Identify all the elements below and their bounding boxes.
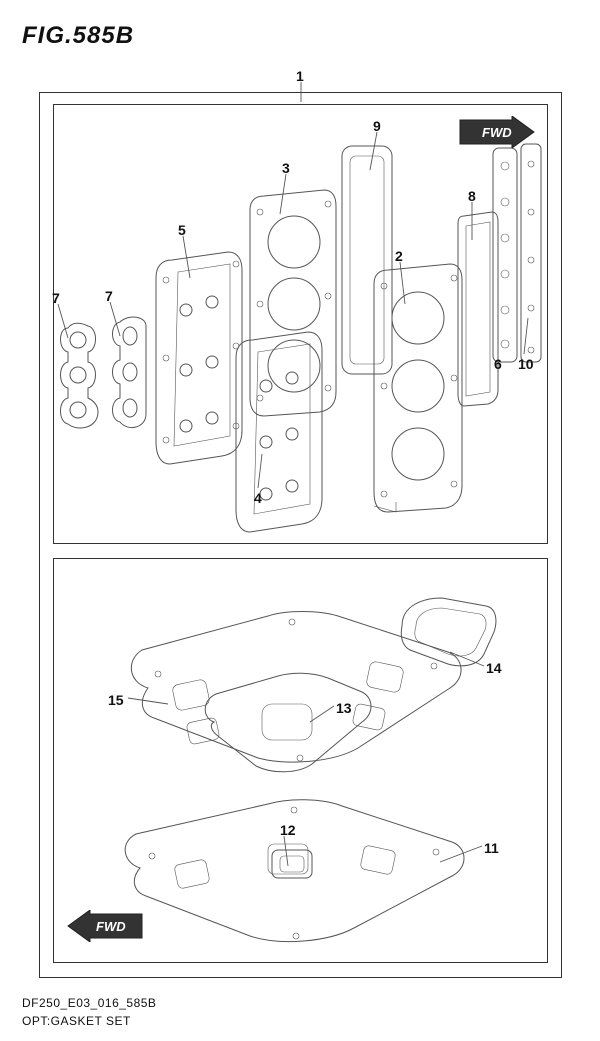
callout-7: 7 [52,290,60,306]
gasket-10 [518,140,544,366]
callout-7: 7 [105,288,113,304]
callout-11: 11 [484,840,499,856]
footer-model-code: DF250_E03_016_585B [22,996,156,1010]
gasket-3 [248,188,340,418]
diagram-page: FIG.585B [0,0,600,1041]
gasket-12 [268,846,316,882]
callout-14: 14 [486,660,502,676]
fwd-arrow-icon-upper: FWD [458,116,536,148]
callout-6: 6 [494,356,502,372]
callout-9: 9 [373,118,381,134]
callout-12: 12 [280,822,296,838]
fwd-label: FWD [96,919,126,934]
gasket-6 [490,144,520,366]
gasket-7b [108,316,152,444]
callout-13: 13 [336,700,352,716]
callout-1: 1 [296,68,304,84]
callout-2: 2 [395,248,403,264]
callout-15: 15 [108,692,124,708]
fwd-label: FWD [482,125,512,140]
callout-8: 8 [468,188,476,204]
callout-3: 3 [282,160,290,176]
callout-4: 4 [254,490,262,506]
footer-part-name: OPT:GASKET SET [22,1014,131,1028]
gasket-7a [54,320,108,440]
gasket-2 [372,262,466,514]
fwd-arrow-icon-lower: FWD [66,910,144,942]
callout-5: 5 [178,222,186,238]
gasket-13 [196,670,376,778]
figure-title: FIG.585B [22,22,134,50]
callout-10: 10 [518,356,534,372]
